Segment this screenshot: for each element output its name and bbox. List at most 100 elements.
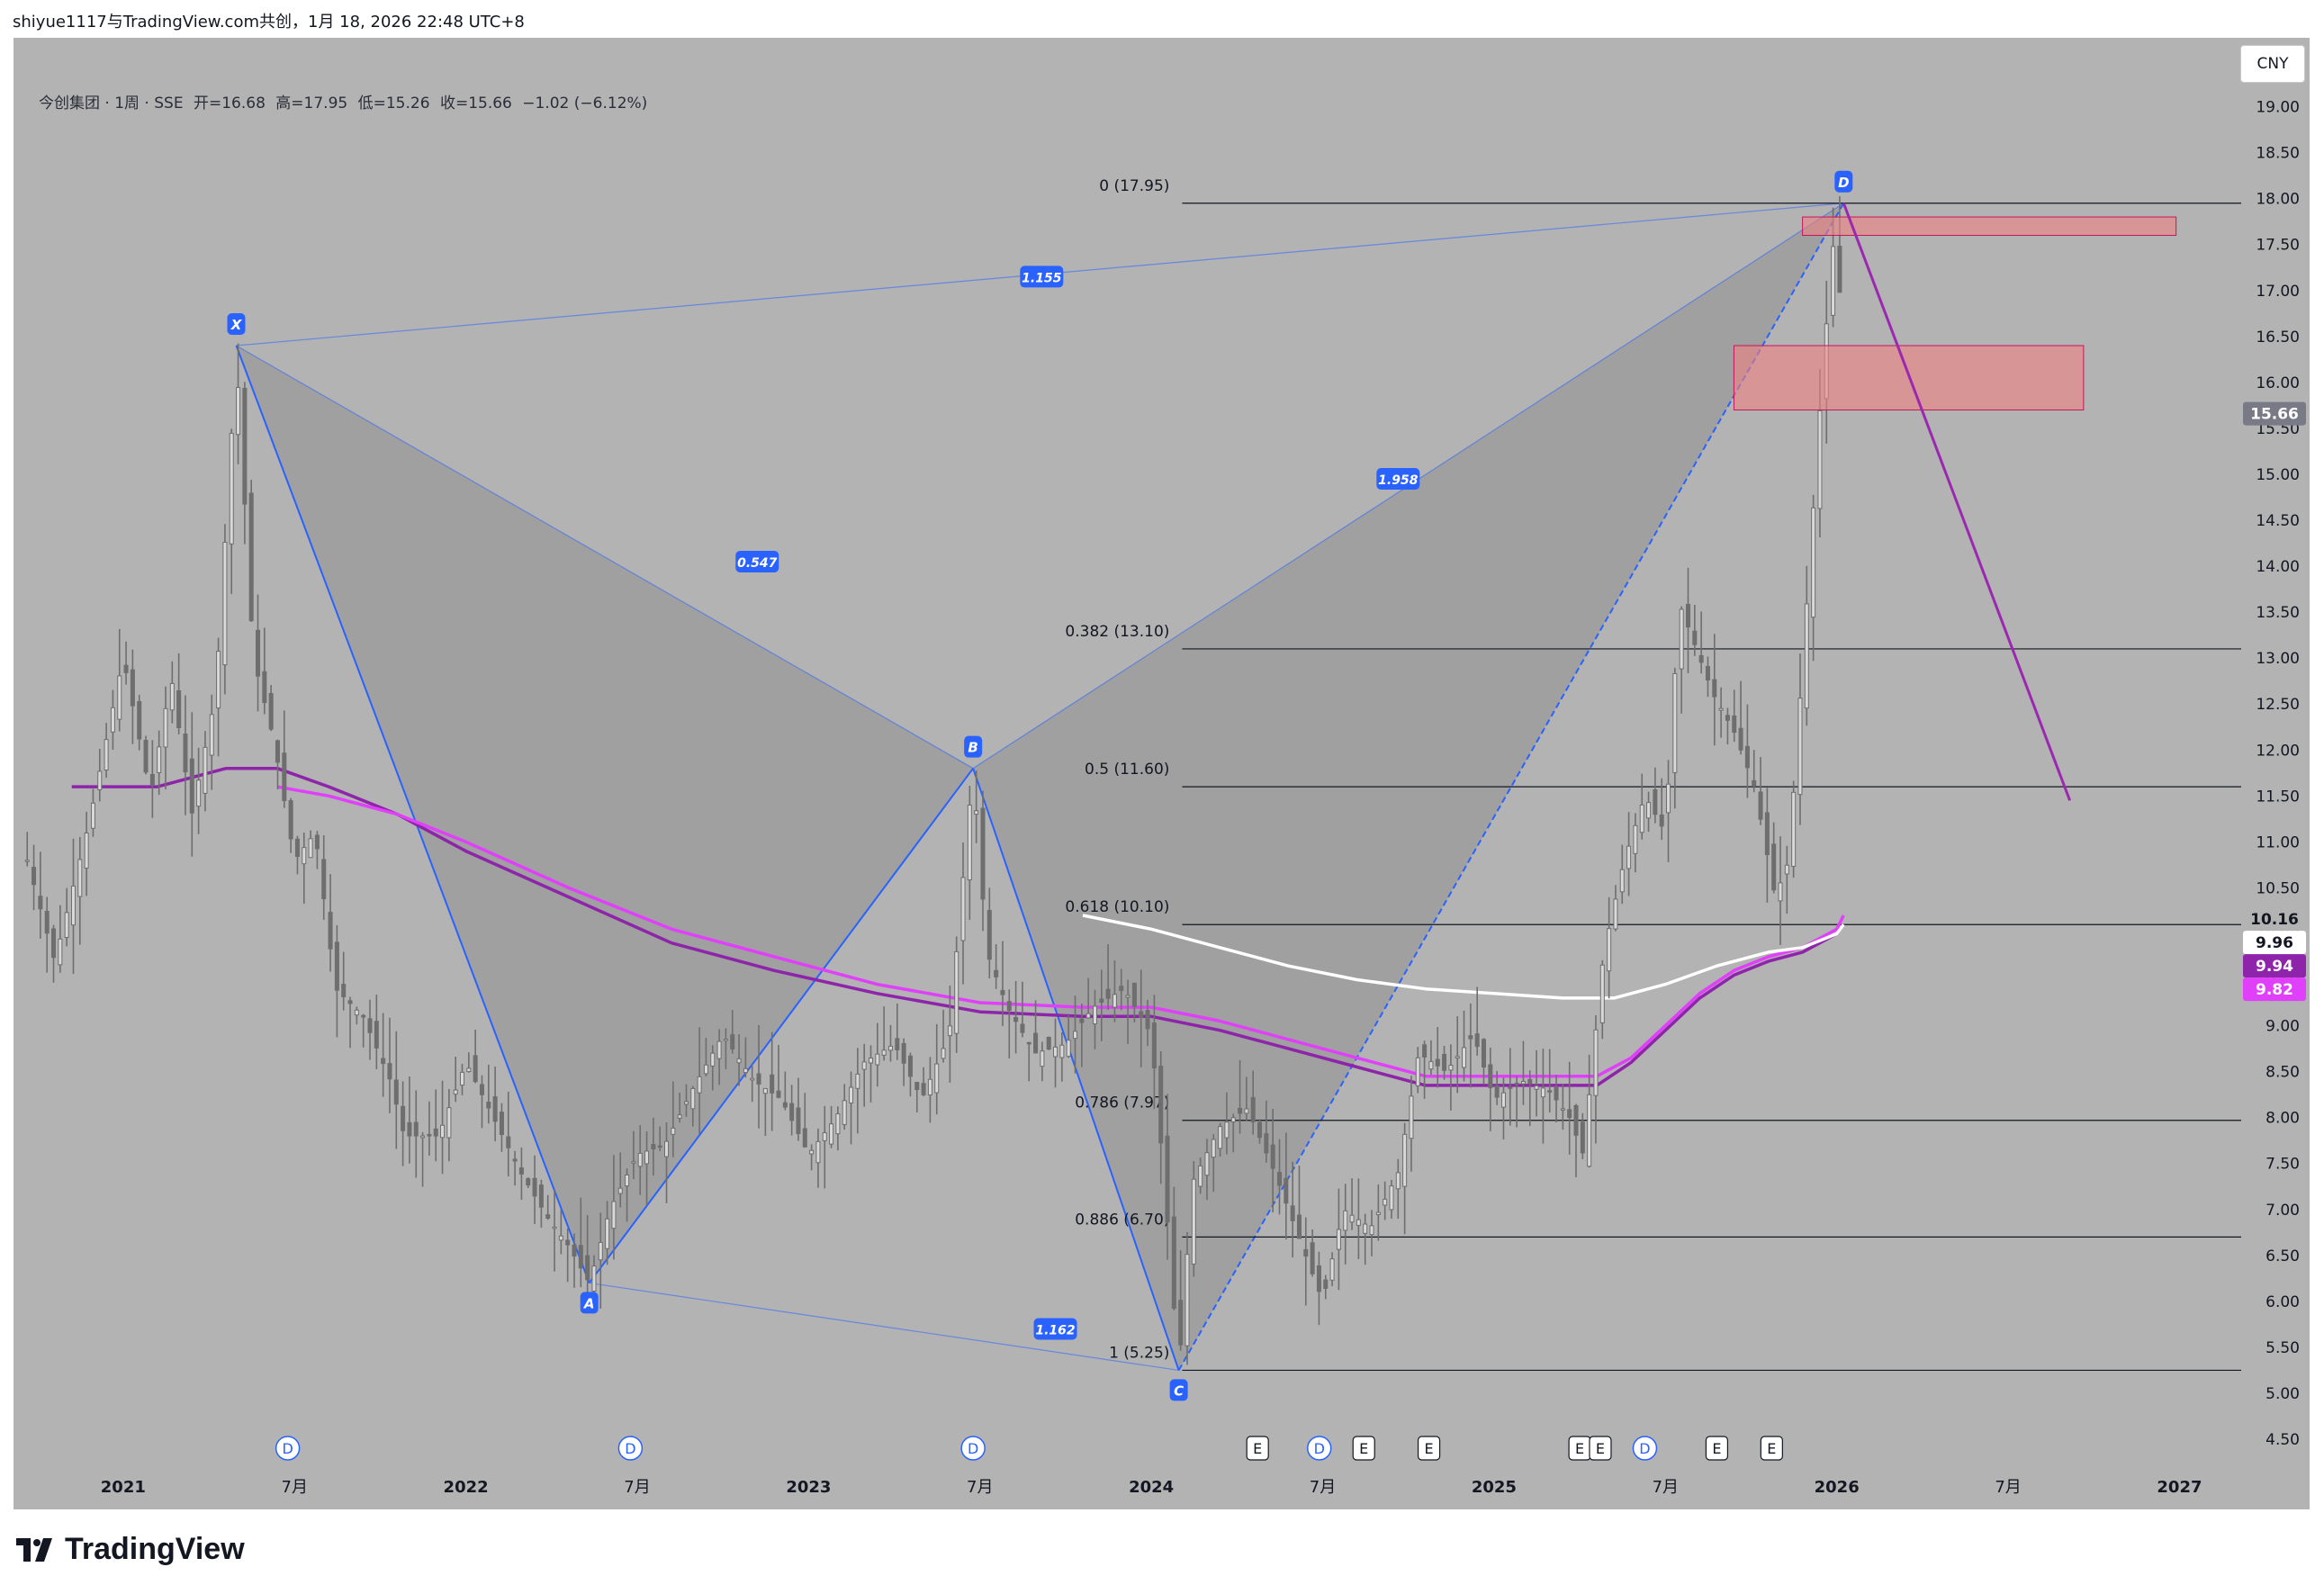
candle-body — [288, 800, 293, 840]
candle-body — [90, 802, 95, 829]
candle-body — [703, 1064, 708, 1075]
candle-body — [1079, 1018, 1085, 1023]
candle-body — [374, 1021, 379, 1049]
candle-body — [921, 1083, 926, 1095]
candle-body — [1402, 1133, 1408, 1187]
pattern-point-badge — [227, 313, 246, 336]
candle-body — [1488, 1064, 1493, 1088]
price-label: 9.94 — [2256, 958, 2293, 976]
pattern-point-label: D — [1838, 175, 1849, 191]
candle-body — [1732, 715, 1737, 734]
tradingview-logo[interactable]: TradingView — [16, 1532, 245, 1567]
candle-body — [70, 885, 77, 926]
candle-body — [420, 1135, 426, 1139]
candle-body — [1026, 1041, 1031, 1045]
candle-body — [1462, 1047, 1467, 1068]
candle-body — [1837, 246, 1842, 293]
candle-body — [1626, 845, 1632, 869]
candle-body — [117, 675, 122, 720]
y-tick-label: 7.50 — [2265, 1156, 2300, 1174]
moving-average-line — [1082, 914, 1845, 1000]
candle-body — [934, 1063, 940, 1094]
earnings-event-icon — [1417, 1436, 1441, 1461]
candle-body — [1369, 1225, 1374, 1236]
candle-body — [1119, 986, 1124, 991]
symbol-info: 今创集团 · 1周 · SSE 开=16.68 高=17.95 低=15.26 … — [39, 90, 653, 113]
y-tick-label: 8.50 — [2265, 1064, 2300, 1082]
symbol-name: 今创集团 · 1周 · SSE — [39, 95, 184, 113]
candle-body — [532, 1177, 537, 1197]
price-label-badge — [2243, 401, 2306, 426]
x-tick-label: 7月 — [624, 1478, 650, 1497]
candle-body — [736, 1058, 742, 1064]
candle-body — [941, 1048, 946, 1059]
candle-body — [1560, 1108, 1565, 1111]
candle-body — [1131, 982, 1137, 1007]
candle-body — [1698, 654, 1704, 663]
candle-body — [242, 387, 248, 505]
candle-body — [1554, 1086, 1559, 1101]
candle-body — [440, 1124, 446, 1139]
candle-body — [97, 770, 103, 790]
candle-body — [887, 1045, 893, 1051]
candle-layer — [24, 196, 1842, 1365]
candle-body — [1284, 1177, 1289, 1204]
axis-layer: 4.50 5.00 5.50 6.00 6.50 7.00 7.50 8.00 8.50 9.00… — [101, 99, 2306, 1497]
candle-body — [605, 1218, 610, 1249]
candle-body — [901, 1042, 906, 1064]
price-chart[interactable]: 0 (17.95) 0.382 (13.10) 0.5 (11.60) 0.618 (… — [14, 38, 2310, 1509]
candle-body — [750, 1077, 755, 1081]
candle-body — [1336, 1229, 1341, 1250]
candle-body — [77, 859, 83, 897]
fib-level-label: 0.5 (11.60) — [1085, 761, 1169, 779]
candle-body — [1204, 1152, 1210, 1176]
candle-body — [1224, 1121, 1230, 1139]
candle-body — [974, 810, 979, 815]
y-tick-label: 7.00 — [2265, 1202, 2300, 1220]
candle-body — [1791, 791, 1797, 868]
candle-body — [1712, 679, 1717, 698]
pattern-point-badge — [964, 735, 983, 758]
pattern-leg — [972, 768, 1180, 1371]
candle-body — [110, 707, 115, 733]
ratio-label: 0.547 — [737, 556, 778, 571]
candle-body — [1666, 783, 1671, 814]
candle-body — [1066, 1040, 1071, 1058]
change-value: −1.02 (−6.12%) — [522, 95, 648, 113]
candle-body — [1375, 1211, 1381, 1216]
candle-body — [1442, 1053, 1447, 1071]
chart-panel[interactable]: 0 (17.95) 0.382 (13.10) 0.5 (11.60) 0.618 (… — [14, 38, 2310, 1509]
candle-body — [413, 1121, 419, 1137]
candle-body — [123, 664, 129, 673]
candle-body — [1145, 1010, 1150, 1030]
price-label: 9.82 — [2256, 981, 2293, 999]
candle-body — [104, 739, 109, 771]
candle-body — [1817, 410, 1823, 509]
earnings-event-icon — [1705, 1436, 1729, 1461]
candle-body — [506, 1136, 511, 1148]
candle-body — [1185, 1254, 1190, 1346]
candle-body — [347, 1000, 353, 1004]
candle-body — [1764, 812, 1770, 855]
x-tick-label: 2025 — [1472, 1478, 1517, 1497]
candle-body — [1013, 1017, 1019, 1022]
candle-body — [756, 1073, 761, 1085]
x-tick-label: 7月 — [967, 1478, 993, 1497]
price-label: 15.66 — [2250, 406, 2299, 424]
candle-body — [1744, 745, 1750, 769]
candle-body — [1020, 1023, 1025, 1033]
high-value: 高=17.95 — [275, 95, 348, 113]
ratio-label: 1.958 — [1378, 473, 1419, 488]
event-label: E — [1425, 1440, 1434, 1457]
candle-body — [196, 779, 202, 807]
candle-body — [1580, 1121, 1585, 1154]
candle-body — [967, 805, 972, 881]
price-label-badge — [2243, 954, 2306, 978]
y-tick-label: 14.00 — [2256, 558, 2300, 576]
candle-body — [189, 758, 194, 814]
currency-button[interactable]: CNY — [2240, 45, 2305, 83]
candle-body — [743, 1067, 748, 1074]
y-tick-label: 18.00 — [2256, 191, 2300, 209]
ratio-label: 1.155 — [1022, 271, 1062, 285]
candle-body — [710, 1052, 716, 1067]
